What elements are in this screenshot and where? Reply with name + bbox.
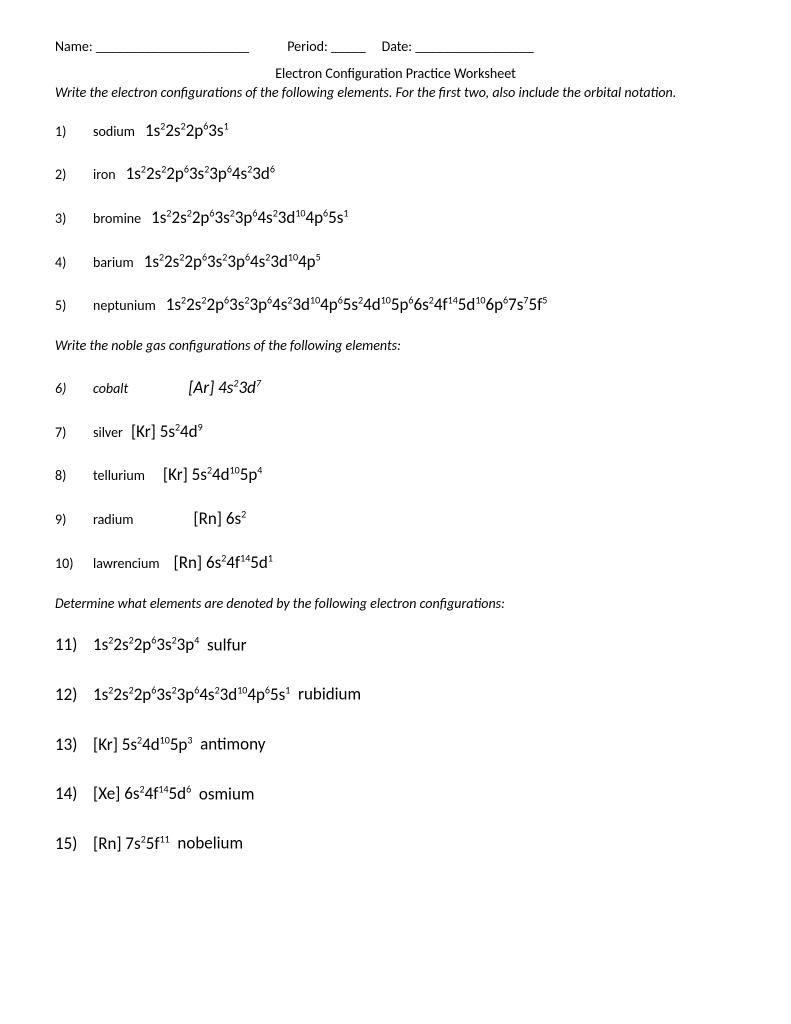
electron-config: 1s22s22p63s23p4 [93, 634, 199, 655]
element-name: cobalt [93, 380, 128, 397]
answer-element: antimony [192, 734, 265, 755]
section-2: 6)cobalt [Ar] 4s23d7 7)silver [Kr] 5s24d9 8)… [55, 376, 736, 572]
date-label: Date: [382, 38, 412, 55]
question-body: lawrencium [Rn] 6s24f145d1 [93, 551, 273, 573]
question-body: tellurium [Kr] 5s24d105p4 [93, 464, 262, 486]
question-body: barium 1s22s22p63s23p64s23d104p5 [93, 250, 321, 272]
question-row: 2)iron 1s22s22p63s23p64s23d6 [55, 163, 736, 185]
electron-config: 1s22s22p63s23p64s23d104p65s24d105p66s24f… [166, 294, 548, 315]
question-body: 1s22s22p63s23p64s23d104p65s1 rubidium [93, 683, 361, 705]
question-number: 11) [55, 634, 93, 655]
question-number: 12) [55, 684, 93, 705]
element-name: barium [93, 254, 134, 271]
question-number: 15) [55, 833, 93, 854]
question-row: 9)radium [Rn] 6s2 [55, 507, 736, 529]
question-number: 14) [55, 783, 93, 804]
question-row: 12)1s22s22p63s23p64s23d104p65s1 rubidium [55, 683, 736, 705]
electron-config: [Xe] 6s24f145d6 [93, 783, 191, 804]
question-row: 11)1s22s22p63s23p4 sulfur [55, 634, 736, 656]
instruction-1: Write the electron configurations of the… [55, 84, 736, 101]
section-1: 1)sodium 1s22s22p63s1 2)iron 1s22s22p63s23p… [55, 119, 736, 315]
question-body: sodium 1s22s22p63s1 [93, 119, 229, 141]
name-blank: ______________________ [96, 38, 249, 55]
question-number: 9) [55, 511, 93, 528]
question-body: [Kr] 5s24d105p3 antimony [93, 733, 265, 755]
worksheet-title: Electron Configuration Practice Workshee… [55, 65, 736, 82]
question-number: 3) [55, 210, 93, 227]
element-name: bromine [93, 210, 141, 227]
electron-config: 1s22s22p63s1 [145, 120, 229, 141]
element-name: tellurium [93, 467, 145, 484]
question-body: 1s22s22p63s23p4 sulfur [93, 634, 247, 656]
electron-config: [Rn] 6s2 [193, 508, 246, 529]
element-name: neptunium [93, 297, 156, 314]
question-number: 13) [55, 734, 93, 755]
answer-element: osmium [191, 783, 254, 804]
question-number: 1) [55, 123, 93, 140]
element-name: radium [93, 511, 133, 528]
date-blank: _________________ [415, 38, 534, 55]
period-blank: _____ [331, 38, 366, 55]
electron-config: 1s22s22p63s23p64s23d104p65s1 [93, 684, 290, 705]
question-row: 3)bromine 1s22s22p63s23p64s23d104p65s1 [55, 206, 736, 228]
question-number: 2) [55, 166, 93, 183]
worksheet-page: Name: ______________________ Period: ___… [0, 0, 791, 922]
question-number: 4) [55, 254, 93, 271]
question-row: 13)[Kr] 5s24d105p3 antimony [55, 733, 736, 755]
electron-config: 1s22s22p63s23p64s23d6 [126, 163, 275, 184]
period-label: Period: [287, 38, 328, 55]
question-row: 1)sodium 1s22s22p63s1 [55, 119, 736, 141]
electron-config: 1s22s22p63s23p64s23d104p5 [144, 251, 321, 272]
question-row: 14)[Xe] 6s24f145d6 osmium [55, 783, 736, 805]
question-row: 10)lawrencium [Rn] 6s24f145d1 [55, 551, 736, 573]
question-body: neptunium 1s22s22p63s23p64s23d104p65s24d1… [93, 294, 547, 316]
question-row: 7)silver [Kr] 5s24d9 [55, 420, 736, 442]
question-row: 8)tellurium [Kr] 5s24d105p4 [55, 464, 736, 486]
answer-element: nobelium [170, 833, 243, 854]
question-body: radium [Rn] 6s2 [93, 507, 246, 529]
element-name: silver [93, 424, 123, 441]
question-body: [Rn] 7s25f11 nobelium [93, 832, 243, 854]
instruction-2: Write the noble gas configurations of th… [55, 337, 736, 354]
element-name: sodium [93, 123, 135, 140]
electron-config: [Rn] 7s25f11 [93, 833, 170, 854]
element-name: iron [93, 166, 116, 183]
question-row: 6)cobalt [Ar] 4s23d7 [55, 376, 736, 398]
electron-config: [Kr] 5s24d9 [131, 421, 203, 442]
question-row: 5)neptunium 1s22s22p63s23p64s23d104p65s24… [55, 294, 736, 316]
question-number: 6) [55, 380, 93, 397]
answer-element: rubidium [290, 684, 361, 705]
question-row: 4)barium 1s22s22p63s23p64s23d104p5 [55, 250, 736, 272]
question-number: 7) [55, 424, 93, 441]
question-number: 8) [55, 467, 93, 484]
electron-config: [Kr] 5s24d105p3 [93, 734, 192, 755]
element-name: lawrencium [93, 555, 160, 572]
section-3: 11)1s22s22p63s23p4 sulfur12)1s22s22p63s2… [55, 634, 736, 854]
question-row: 15)[Rn] 7s25f11 nobelium [55, 832, 736, 854]
header-line: Name: ______________________ Period: ___… [55, 38, 736, 55]
question-body: silver [Kr] 5s24d9 [93, 420, 203, 442]
question-body: cobalt [Ar] 4s23d7 [93, 376, 261, 398]
question-body: [Xe] 6s24f145d6 osmium [93, 783, 254, 805]
question-body: bromine 1s22s22p63s23p64s23d104p65s1 [93, 206, 348, 228]
name-label: Name: [55, 38, 93, 55]
question-body: iron 1s22s22p63s23p64s23d6 [93, 163, 275, 185]
answer-element: sulfur [199, 634, 246, 655]
electron-config: 1s22s22p63s23p64s23d104p65s1 [151, 207, 348, 228]
electron-config: [Ar] 4s23d7 [188, 377, 261, 398]
electron-config: [Kr] 5s24d105p4 [163, 464, 262, 485]
question-number: 5) [55, 297, 93, 314]
electron-config: [Rn] 6s24f145d1 [174, 552, 273, 573]
question-number: 10) [55, 555, 93, 572]
instruction-3: Determine what elements are denoted by t… [55, 595, 736, 612]
